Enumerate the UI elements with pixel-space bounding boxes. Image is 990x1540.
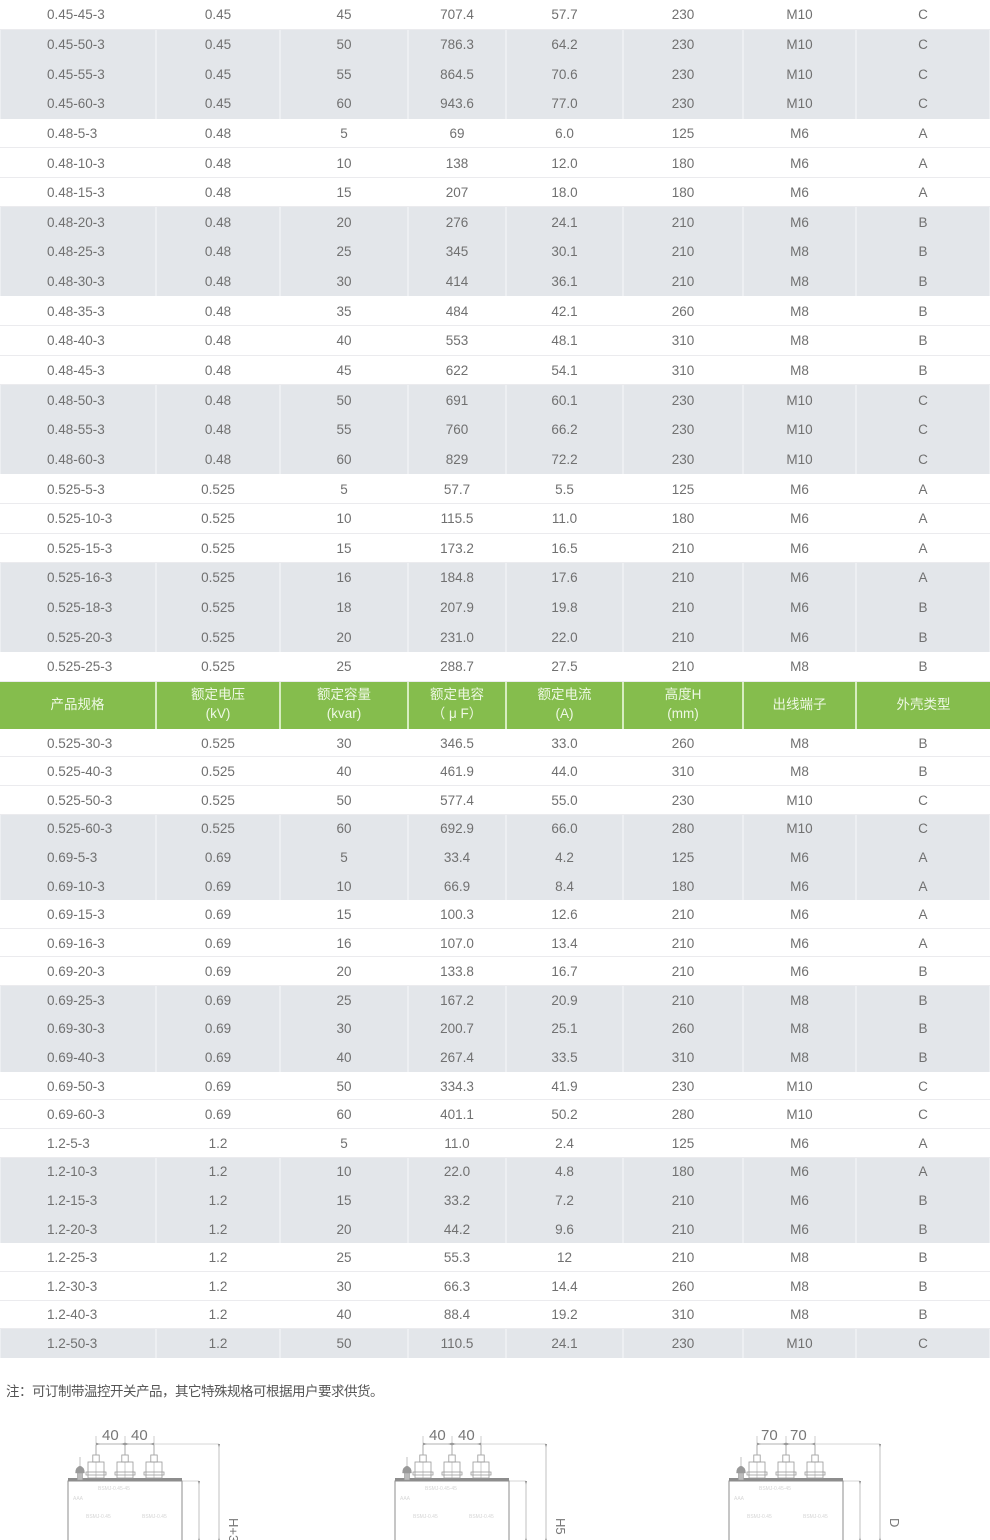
svg-text:AAA: AAA	[73, 1496, 84, 1502]
svg-text:BSMJ-0.45-45: BSMJ-0.45-45	[759, 1486, 791, 1492]
svg-text:AAA: AAA	[400, 1496, 411, 1502]
svg-text:H+35: H+35	[226, 1518, 241, 1540]
svg-text:BSMJ-0.45-45: BSMJ-0.45-45	[425, 1486, 457, 1492]
svg-text:40: 40	[102, 1427, 119, 1444]
svg-text:40: 40	[429, 1427, 446, 1444]
svg-text:BSMJ-0.45: BSMJ-0.45	[86, 1514, 111, 1520]
svg-text:BSMJ-0.45: BSMJ-0.45	[803, 1514, 828, 1520]
svg-text:70: 70	[790, 1427, 807, 1444]
svg-text:AAA: AAA	[734, 1496, 745, 1502]
svg-text:BSMJ-0.45: BSMJ-0.45	[413, 1514, 438, 1520]
svg-text:D: D	[887, 1518, 902, 1527]
svg-text:BSMJ-0.45: BSMJ-0.45	[747, 1514, 772, 1520]
svg-text:40: 40	[131, 1427, 148, 1444]
svg-text:BSMJ-0.45: BSMJ-0.45	[469, 1514, 494, 1520]
svg-text:BSMJ-0.45: BSMJ-0.45	[142, 1514, 167, 1520]
svg-text:70: 70	[761, 1427, 778, 1444]
svg-text:BSMJ-0.45-45: BSMJ-0.45-45	[98, 1486, 130, 1492]
svg-text:40: 40	[458, 1427, 475, 1444]
svg-text:H5: H5	[553, 1518, 568, 1535]
